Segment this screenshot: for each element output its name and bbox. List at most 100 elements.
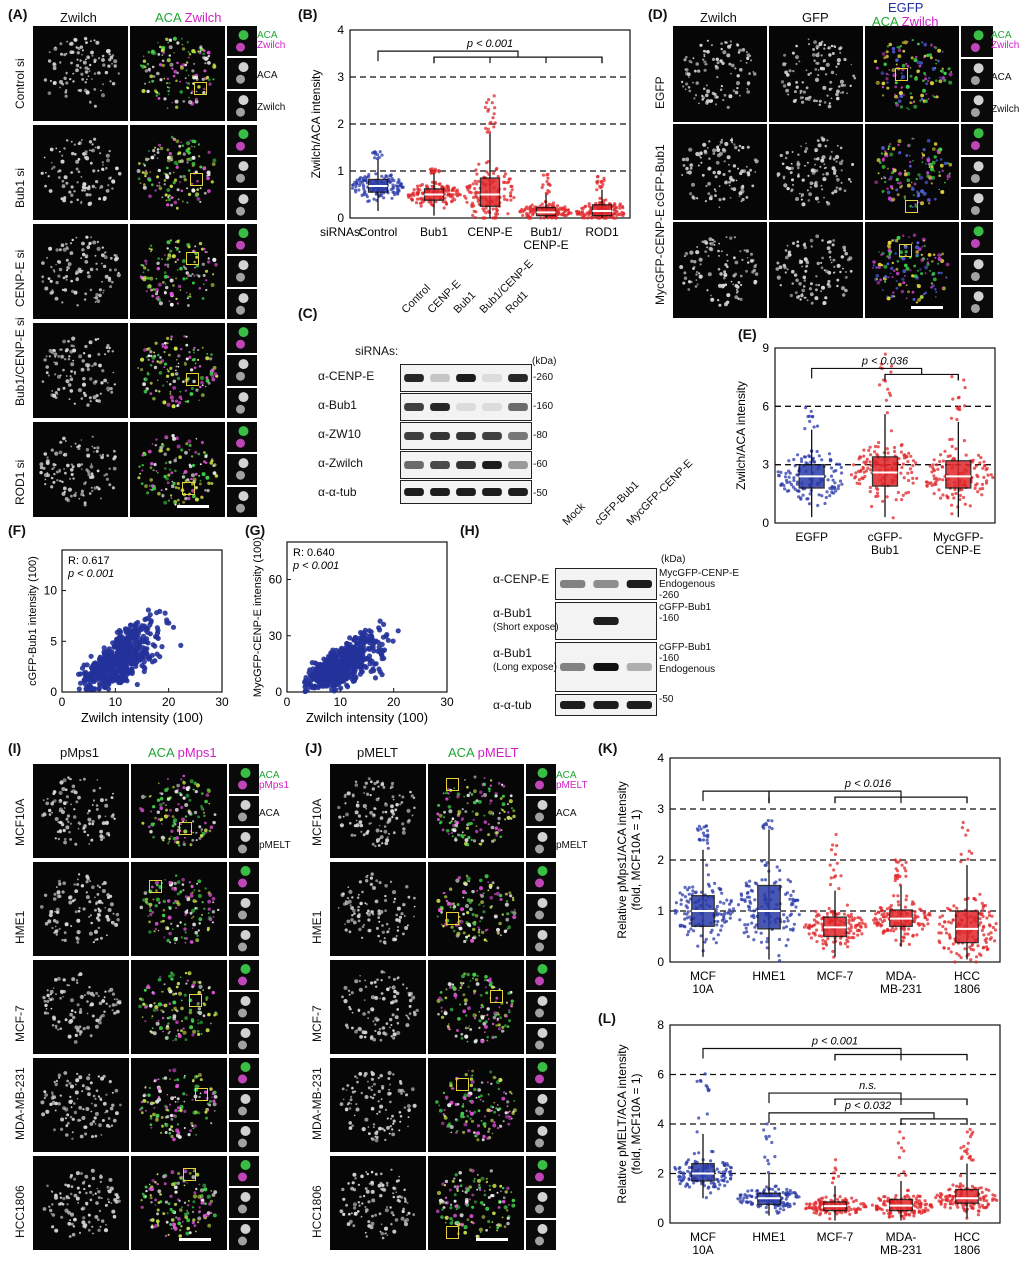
data-point — [949, 1202, 953, 1206]
data-point — [904, 860, 908, 864]
data-point — [815, 940, 819, 944]
data-point — [965, 1152, 969, 1156]
spot — [181, 144, 184, 147]
data-point — [913, 910, 917, 914]
roi-box — [186, 252, 199, 265]
p-value-label: p < 0.036 — [861, 355, 909, 367]
data-point — [694, 890, 698, 894]
spot — [185, 81, 188, 84]
data-point — [416, 188, 420, 192]
scatter-point — [364, 656, 370, 662]
spot — [69, 251, 74, 255]
spot — [100, 89, 102, 92]
data-point — [837, 484, 841, 488]
y-axis-label: Relative pMELT/ACA intensity — [615, 1044, 629, 1203]
data-point — [896, 490, 900, 495]
spot — [169, 62, 174, 67]
y-tick-label: 5 — [50, 634, 57, 648]
kinetochore — [238, 260, 249, 271]
data-point — [759, 931, 763, 935]
data-point — [901, 1136, 906, 1140]
data-point — [712, 937, 716, 941]
data-point — [917, 1199, 922, 1203]
data-point — [476, 199, 480, 203]
x-tick-label: 10 — [334, 695, 348, 709]
data-point — [937, 488, 941, 492]
data-point — [703, 940, 707, 944]
spot — [146, 285, 151, 289]
data-point — [864, 462, 868, 466]
spot — [81, 185, 86, 190]
data-point — [938, 922, 942, 926]
data-point — [725, 898, 729, 902]
data-point — [814, 909, 818, 913]
data-point — [904, 869, 908, 873]
data-point — [912, 902, 916, 906]
scatter-point — [322, 668, 328, 674]
data-point — [906, 490, 911, 494]
data-point — [726, 911, 730, 915]
data-point — [984, 1194, 988, 1198]
data-point — [861, 465, 865, 469]
data-point — [709, 1191, 713, 1195]
col-title-aca-pmps1: ACA pMps1 — [148, 745, 217, 760]
data-point — [976, 490, 980, 494]
spot — [65, 375, 68, 377]
scatter-point — [111, 644, 117, 650]
spot — [158, 301, 163, 306]
data-point — [885, 927, 889, 932]
data-point — [430, 167, 434, 171]
data-point — [968, 1135, 973, 1139]
spot — [148, 194, 152, 198]
panel-a-row-label: Control si — [13, 57, 27, 109]
data-point — [719, 887, 723, 891]
spot — [187, 74, 190, 77]
spot — [144, 174, 147, 178]
spot — [183, 362, 187, 366]
data-point — [813, 460, 817, 464]
data-point — [540, 202, 544, 206]
scatter-point — [134, 681, 140, 688]
data-point — [925, 918, 929, 922]
scatter-point — [115, 646, 121, 652]
spot — [101, 161, 104, 164]
data-point — [598, 200, 602, 205]
spot — [163, 274, 168, 279]
data-point — [730, 910, 734, 914]
spot — [100, 262, 103, 265]
data-point — [547, 182, 551, 186]
data-point — [949, 921, 953, 925]
data-point — [868, 490, 872, 494]
data-point — [719, 928, 723, 932]
spot — [183, 175, 186, 178]
spot — [149, 244, 153, 247]
scatter-point — [358, 637, 364, 643]
spot — [70, 362, 75, 367]
spot — [50, 167, 54, 170]
data-point — [407, 195, 411, 199]
data-point — [764, 821, 768, 825]
data-point — [887, 1215, 891, 1219]
scatter-point — [390, 638, 396, 644]
kinetochore — [238, 94, 249, 105]
spot — [166, 203, 170, 207]
spot — [113, 59, 118, 64]
data-point — [820, 934, 824, 938]
data-point — [847, 1205, 851, 1209]
data-point — [373, 156, 377, 160]
spot — [151, 294, 155, 298]
scatter-point — [125, 656, 131, 662]
data-point — [876, 445, 880, 449]
data-point — [922, 924, 926, 928]
data-point — [683, 917, 687, 921]
data-point — [787, 1192, 791, 1196]
data-point — [792, 457, 796, 462]
spot — [169, 302, 174, 307]
data-point — [761, 824, 765, 828]
scatter-point — [117, 633, 123, 639]
spot — [84, 156, 89, 161]
scatter-point — [127, 622, 134, 628]
data-point — [950, 512, 954, 516]
data-point — [556, 204, 560, 208]
spot — [156, 157, 159, 160]
